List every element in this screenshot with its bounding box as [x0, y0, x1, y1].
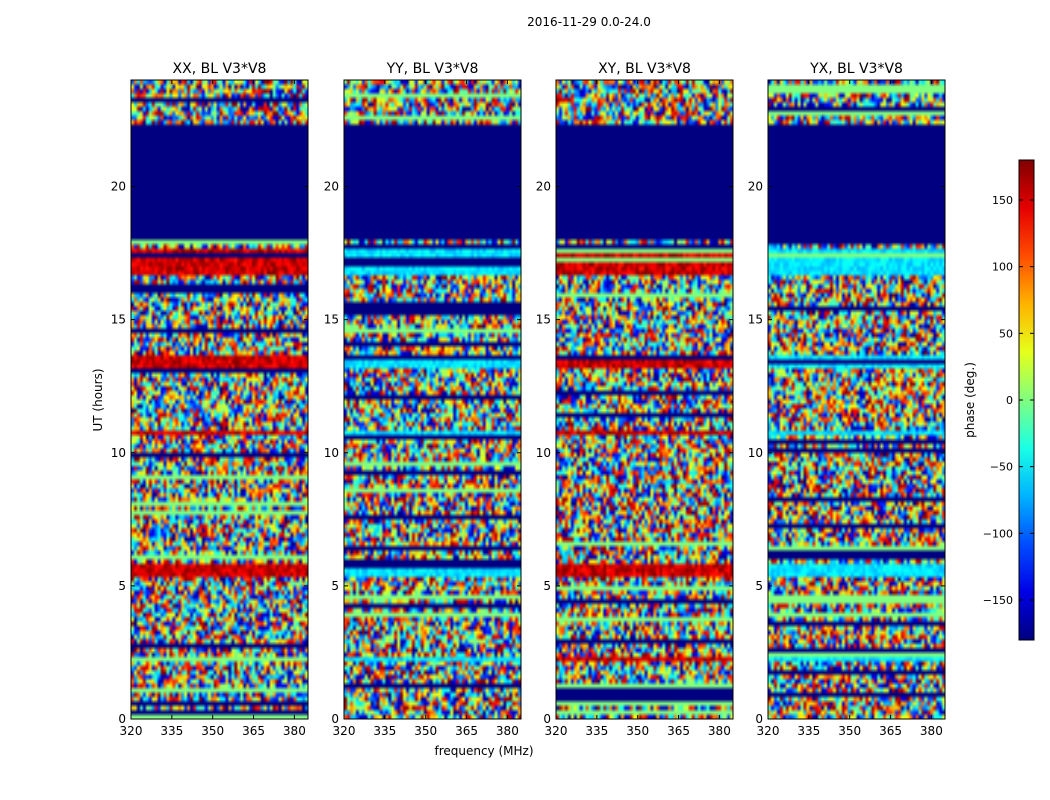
x-tick-label: 365 [242, 724, 265, 738]
colorbar-tick-label: 50 [999, 327, 1013, 340]
y-tick-label: 20 [111, 180, 126, 194]
panel-title: YY, BL V3*V8 [386, 61, 479, 77]
colorbar-tick-label: −150 [983, 594, 1013, 607]
x-tick-label: 380 [496, 724, 519, 738]
y-tick-label: 15 [324, 313, 339, 327]
x-tick-label: 365 [879, 724, 902, 738]
colorbar-tick-label: 150 [992, 194, 1013, 207]
y-tick-label: 0 [755, 712, 763, 726]
y-tick-label: 0 [118, 712, 126, 726]
x-tick-label: 320 [757, 724, 780, 738]
x-tick-label: 335 [797, 724, 820, 738]
panel-title: YX, BL V3*V8 [809, 61, 903, 77]
panel-heatmap-image [344, 80, 521, 719]
panel-heatmap-image [131, 80, 308, 719]
y-tick-label: 20 [748, 180, 763, 194]
x-tick-label: 380 [920, 724, 943, 738]
y-tick-label: 0 [331, 712, 339, 726]
x-tick-label: 365 [455, 724, 478, 738]
y-tick-label: 5 [331, 579, 339, 593]
panel-4: YX, BL V3*V8 320 335 350 365 380 0 5 10 15 20 [748, 61, 946, 738]
y-tick-label: 20 [536, 180, 551, 194]
colorbar-tick-label: −50 [990, 461, 1013, 474]
y-tick-label: 5 [118, 579, 126, 593]
colorbar-tick-label: −100 [983, 527, 1013, 540]
x-tick-label: 350 [201, 724, 224, 738]
y-tick-label: 10 [324, 446, 339, 460]
x-axis-label: frequency (MHz) [434, 744, 533, 758]
panel-frame [130, 79, 309, 720]
figure-suptitle: 2016-11-29 0.0-24.0 [527, 15, 651, 29]
panel-frame [555, 79, 734, 720]
x-tick-label: 335 [585, 724, 608, 738]
x-tick-label: 380 [708, 724, 731, 738]
colorbar-tick-label: 100 [992, 261, 1013, 274]
y-tick-label: 20 [324, 180, 339, 194]
x-tick-label: 335 [373, 724, 396, 738]
y-tick-label: 10 [111, 446, 126, 460]
x-tick-label: 365 [667, 724, 690, 738]
x-tick-label: 350 [838, 724, 861, 738]
panel-frame [767, 79, 946, 720]
panel-2: YY, BL V3*V8 320 335 350 365 380 0 5 10 15 20 [324, 61, 522, 738]
panel-frame [343, 79, 522, 720]
y-tick-label: 5 [543, 579, 551, 593]
y-axis-label: UT (hours) [91, 368, 105, 431]
x-tick-label: 320 [120, 724, 143, 738]
colorbar-tick-label: 0 [1006, 394, 1013, 407]
y-tick-label: 10 [748, 446, 763, 460]
colorbar-label: phase (deg.) [963, 362, 977, 438]
panel-heatmap-image [768, 80, 945, 719]
x-tick-label: 320 [545, 724, 568, 738]
x-tick-label: 350 [626, 724, 649, 738]
panel-3: XY, BL V3*V8 320 335 350 365 380 0 5 10 15 20 [536, 61, 734, 738]
x-tick-label: 335 [160, 724, 183, 738]
colorbar: −150 −100 −50 0 50 100 150 [983, 159, 1035, 641]
x-tick-label: 320 [333, 724, 356, 738]
x-tick-label: 350 [414, 724, 437, 738]
y-tick-label: 15 [111, 313, 126, 327]
y-tick-label: 5 [755, 579, 763, 593]
y-tick-label: 10 [536, 446, 551, 460]
panel-title: XX, BL V3*V8 [173, 61, 267, 77]
panel-heatmap-image [556, 80, 733, 719]
panel-title: XY, BL V3*V8 [598, 61, 691, 77]
panel-1: XX, BL V3*V8 320 335 350 365 380 0 5 10 15 20 [111, 61, 309, 738]
y-tick-label: 15 [536, 313, 551, 327]
y-tick-label: 0 [543, 712, 551, 726]
y-tick-label: 15 [748, 313, 763, 327]
x-tick-label: 380 [283, 724, 306, 738]
